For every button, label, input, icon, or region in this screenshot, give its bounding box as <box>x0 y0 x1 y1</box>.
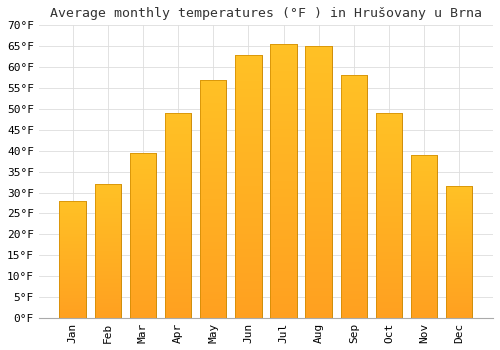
Bar <box>60 201 86 318</box>
Bar <box>376 113 402 318</box>
Bar <box>130 153 156 318</box>
Bar <box>446 186 472 318</box>
Bar <box>235 55 262 318</box>
Bar <box>235 55 262 318</box>
Bar <box>200 80 226 318</box>
Bar <box>340 76 367 318</box>
Bar <box>94 184 121 318</box>
Bar <box>376 113 402 318</box>
Bar <box>306 46 332 318</box>
Bar <box>411 155 438 318</box>
Bar <box>94 184 121 318</box>
Bar <box>165 113 191 318</box>
Bar <box>130 153 156 318</box>
Bar <box>306 46 332 318</box>
Bar <box>446 186 472 318</box>
Bar <box>411 155 438 318</box>
Bar <box>60 201 86 318</box>
Title: Average monthly temperatures (°F ) in Hrušovany u Brna: Average monthly temperatures (°F ) in Hr… <box>50 7 482 20</box>
Bar <box>340 76 367 318</box>
Bar <box>270 44 296 318</box>
Bar <box>270 44 296 318</box>
Bar <box>200 80 226 318</box>
Bar <box>165 113 191 318</box>
